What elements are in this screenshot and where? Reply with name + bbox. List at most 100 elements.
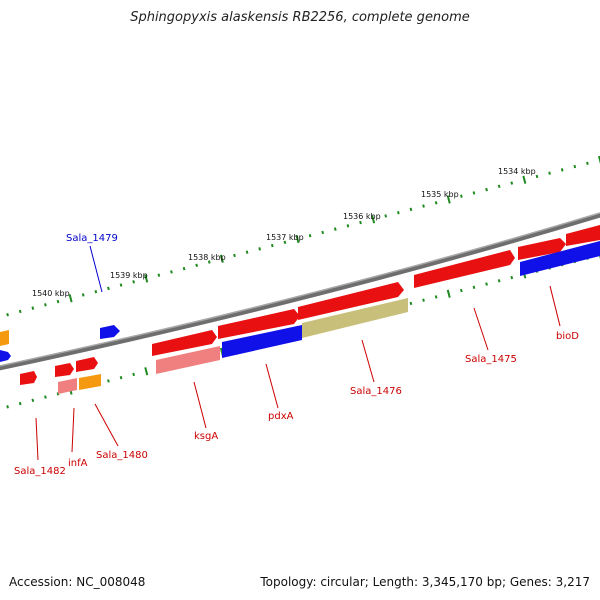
tick-mark [522,175,527,184]
tick-mark [107,379,110,383]
tick-mark [472,285,476,289]
tick-mark [535,174,539,179]
accession-text: Accession: NC_008048 [9,575,146,589]
gene-label-sala-1476[interactable]: Sala_1476 [350,386,402,397]
gene-arrow-sala-1482[interactable] [20,371,37,385]
gene-label-ksga[interactable]: ksgA [194,431,218,442]
tick-mark [144,367,149,376]
gene-label-sala-1480[interactable]: Sala_1480 [96,450,148,461]
gene-arrow-sala-1476[interactable] [302,298,408,338]
gene-arrow-ksga[interactable] [156,346,220,374]
tick-mark [560,168,564,172]
gene-arrow[interactable] [518,238,566,260]
tick-mark [446,289,451,298]
tick-mark [270,243,274,248]
tick-mark [44,395,47,399]
gene-arrow[interactable] [298,282,404,320]
tick-mark [434,201,438,205]
tick-mark [422,204,425,208]
kbp-label-1540: 1540 kbp [32,289,70,298]
tick-mark [44,303,47,307]
tick-mark [548,171,551,175]
tick-mark [485,187,488,192]
gene-label-infa[interactable]: infA [68,458,88,469]
tick-mark [409,207,413,212]
gene-label-sala-1475[interactable]: Sala_1475 [465,354,517,365]
tick-mark [132,280,135,284]
gene-features [0,225,600,385]
tick-mark [170,270,173,274]
gene-arrow-sala-1480[interactable] [79,374,101,390]
tick-mark [6,313,9,317]
gene-arrow[interactable] [0,330,9,346]
gene-arrow[interactable] [76,357,98,372]
tick-mark [472,191,476,195]
tick-mark [233,253,236,258]
gene-arrow[interactable] [152,330,217,356]
label-leaders [35,245,561,461]
gene-label-sala-1482[interactable]: Sala_1482 [14,466,66,477]
tick-mark [409,301,413,306]
tick-mark [31,306,35,310]
tick-mark [598,155,600,164]
tick-mark [384,214,388,218]
tick-mark [68,294,73,303]
tick-mark [485,282,488,286]
tick-mark [295,234,300,244]
gene-arrow[interactable] [55,363,74,377]
kbp-label-1535: 1535 kbp [421,190,459,199]
gene-label-pdxa[interactable]: pdxA [268,411,294,422]
gene-label-sala-1479[interactable]: Sala_1479 [66,233,118,244]
tick-mark [6,405,9,409]
tick-mark [182,266,186,271]
tick-mark [207,260,211,264]
gene-label-biod[interactable]: bioD [556,331,579,342]
gene-arrow[interactable] [566,225,600,246]
tick-mark [446,195,451,204]
gene-arrow-sala-1475[interactable] [414,250,515,288]
tick-mark [195,263,199,268]
tick-mark [308,234,312,238]
kbp-label-1534: 1534 kbp [498,167,536,176]
tick-mark [157,273,161,277]
tick-mark [396,210,400,215]
kbp-label-1538: 1538 kbp [188,253,226,262]
tick-mark [586,161,589,165]
map-title: Sphingopyxis alaskensis RB2256, complete… [130,10,470,25]
tick-mark [346,224,350,228]
tick-mark [81,293,85,297]
outer-tick-ring [6,155,600,317]
topology-text: Topology: circular [260,575,365,589]
tick-mark [510,181,514,185]
length-text: Length: 3,345,170 bp [365,575,502,589]
tick-mark [132,372,135,377]
tick-mark [573,164,577,169]
tick-mark [119,283,123,287]
tick-mark [359,220,362,225]
tick-mark [119,376,123,380]
gene-arrow-pdxa[interactable] [222,325,302,358]
tick-mark [460,194,463,198]
genome-summary: Topology: circularLength: 3,345,170 bpGe… [260,575,590,589]
tick-mark [258,247,262,251]
tick-mark [144,274,149,283]
tick-mark [497,279,501,283]
gene-arrow[interactable] [218,309,300,339]
gene-arrow[interactable] [0,350,11,362]
tick-mark [497,184,501,189]
tick-mark [321,230,325,235]
tick-mark [219,254,224,263]
tick-mark [371,215,376,224]
kbp-label-1537: 1537 kbp [266,233,304,242]
tick-mark [31,398,35,403]
tick-mark [245,250,249,254]
tick-mark [422,298,425,302]
tick-mark [107,286,110,291]
gene-arrow-sala-1479[interactable] [100,325,120,339]
gene-arrow-infa[interactable] [58,378,77,394]
tick-mark [510,275,514,280]
gene-arrow-biod[interactable] [520,241,600,276]
tick-mark [283,240,287,244]
tick-mark [460,288,463,293]
